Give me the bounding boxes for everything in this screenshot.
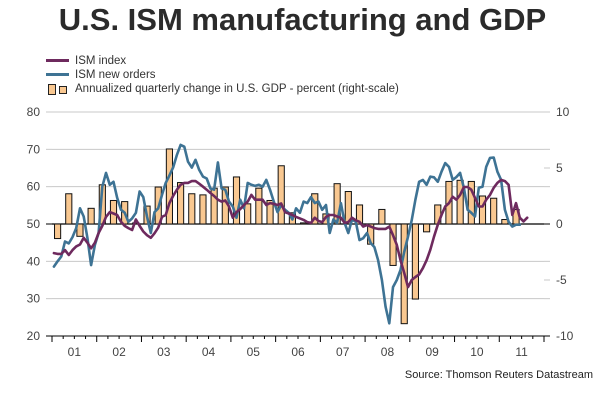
x-tick-label: 02: [112, 345, 126, 359]
gdp-bar: [266, 199, 274, 225]
x-tick-label: 07: [336, 345, 350, 359]
gdp-bar: [54, 223, 62, 240]
gdp-bars: [54, 148, 520, 325]
gdp-bar: [311, 193, 319, 225]
x-tick-label: 10: [470, 345, 484, 359]
ism-new-orders-swatch: [46, 73, 69, 77]
x-tick-label: 08: [381, 345, 395, 359]
legend-item-ism-index: ISM index: [46, 55, 126, 67]
gdp-bar: [423, 223, 431, 233]
right-tick-label: -5: [556, 273, 567, 287]
gdp-bar: [244, 203, 252, 225]
ism-new-orders-line: [52, 143, 522, 325]
gdp-bar: [456, 179, 464, 225]
left-tick-label: 70: [27, 142, 41, 156]
gdp-bar: [188, 193, 196, 225]
gdp-bar: [277, 165, 285, 225]
left-tick-label: 80: [27, 105, 41, 119]
x-tick-label: 04: [202, 345, 216, 359]
x-tick-label: 09: [426, 345, 440, 359]
ism-lines: [52, 143, 529, 325]
gdp-bar: [177, 182, 185, 225]
x-tick-label: 06: [291, 345, 305, 359]
right-tick-label: 0: [556, 217, 563, 231]
gdp-bar-swatch-icon: [46, 83, 69, 95]
gdp-bar: [87, 207, 95, 225]
gdp-bar: [490, 197, 498, 225]
source-note: Source: Thomson Reuters Datastream: [404, 369, 593, 381]
legend-item-gdp: Annualized quarterly change in U.S. GDP …: [46, 83, 399, 95]
gdp-bar: [344, 191, 352, 225]
ism-index-swatch: [46, 59, 69, 63]
legend-label: ISM new orders: [75, 69, 156, 81]
ism-index-line: [52, 178, 529, 289]
left-tick-label: 30: [27, 292, 41, 306]
x-tick-label: 03: [157, 345, 171, 359]
legend-label: ISM index: [75, 55, 127, 67]
chart-title: U.S. ISM manufacturing and GDP: [58, 2, 547, 37]
left-tick-label: 20: [27, 329, 41, 343]
gdp-bar: [411, 223, 419, 300]
gdp-bar: [199, 194, 207, 225]
gdp-bar: [467, 180, 475, 225]
gdp-bar: [255, 187, 263, 225]
right-tick-label: -10: [556, 329, 574, 343]
x-tick-label: 01: [68, 345, 82, 359]
legend-item-ism-new-orders: ISM new orders: [46, 69, 156, 81]
gdp-bar: [165, 148, 173, 225]
left-tick-label: 40: [27, 254, 41, 268]
gdp-bar: [76, 223, 84, 237]
gdp-bar: [478, 195, 487, 225]
left-tick-label: 60: [27, 180, 41, 194]
left-tick-label: 50: [27, 217, 41, 231]
x-tick-label: 05: [247, 345, 261, 359]
right-tick-label: 10: [556, 105, 570, 119]
gdp-bar: [355, 204, 364, 225]
x-tick-label: 11: [515, 345, 528, 359]
legend-label: Annualized quarterly change in U.S. GDP …: [75, 83, 399, 95]
gdp-bar: [65, 193, 73, 225]
gdp-bar: [378, 208, 386, 225]
gdp-bar: [300, 222, 308, 225]
right-tick-label: 5: [556, 161, 563, 175]
